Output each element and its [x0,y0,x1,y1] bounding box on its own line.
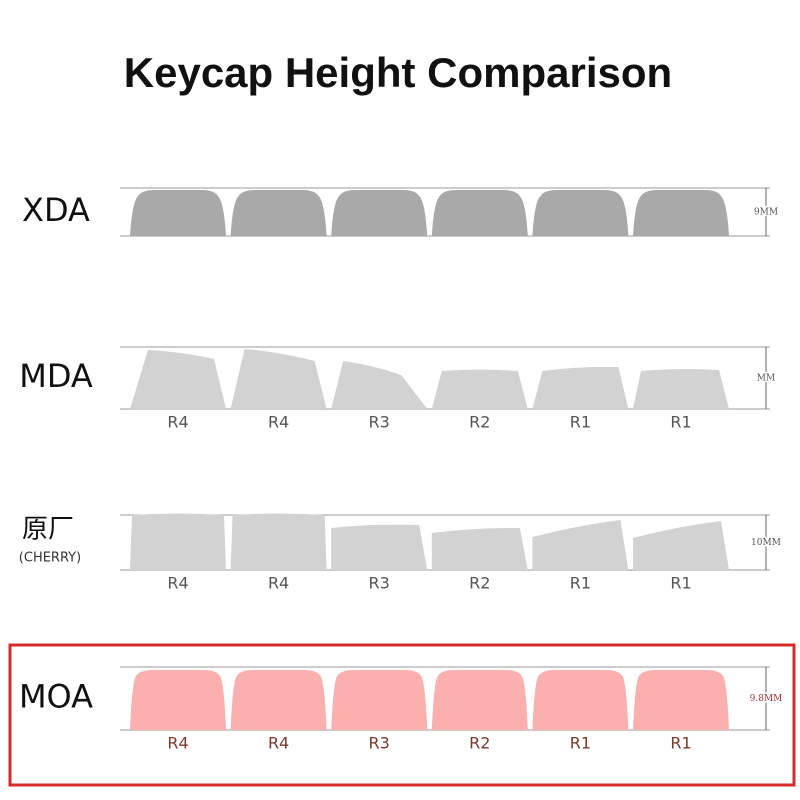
keycap [532,520,629,570]
keycap [331,361,428,409]
keycap [130,670,226,730]
keycap [431,190,528,236]
keycap [532,366,629,409]
row-name: 原厂 [22,515,74,545]
keycap [633,521,729,570]
keycap [331,190,428,236]
key-row-label: R3 [369,734,390,753]
key-row-label: R1 [570,574,591,593]
keycap [431,527,528,570]
keycap [230,190,327,236]
key-row-label: R1 [570,413,591,432]
keycap [633,670,729,730]
keycap [130,513,226,570]
key-row-label: R4 [167,734,188,753]
measure-label: MM [757,374,775,384]
keycap [230,513,327,570]
keycap [331,670,428,730]
measure-label: 9.8MM [750,694,783,704]
row-name: MDA [19,357,93,395]
keycap [633,368,729,409]
keycap [331,524,428,570]
keycap [130,350,226,409]
key-row-label: R1 [570,734,591,753]
key-row-label: R4 [268,413,289,432]
key-row-label: R4 [167,574,188,593]
highlight-box [8,643,796,787]
row-name: MOA [19,678,93,716]
key-row-label: R4 [268,734,289,753]
key-row-label: R4 [167,413,188,432]
key-row-label: R2 [469,574,490,593]
key-row-label: R3 [369,574,390,593]
title: Keycap Height Comparison [124,49,672,96]
keycap [633,190,729,236]
measure-label: 10MM [751,538,781,548]
row-subname: (CHERRY) [19,551,81,566]
keycap [230,670,327,730]
keycap [130,190,226,236]
keycap [532,190,629,236]
measure-label: 9MM [754,208,778,218]
keycap [431,670,528,730]
key-row-label: R1 [670,734,691,753]
keycap [532,670,629,730]
row-name: XDA [22,191,90,229]
key-row-label: R1 [670,413,691,432]
key-row-label: R1 [670,574,691,593]
key-row-label: R3 [369,413,390,432]
key-row-label: R4 [268,574,289,593]
keycap [230,349,327,409]
key-row-label: R2 [469,734,490,753]
keycap [431,369,528,409]
key-row-label: R2 [469,413,490,432]
